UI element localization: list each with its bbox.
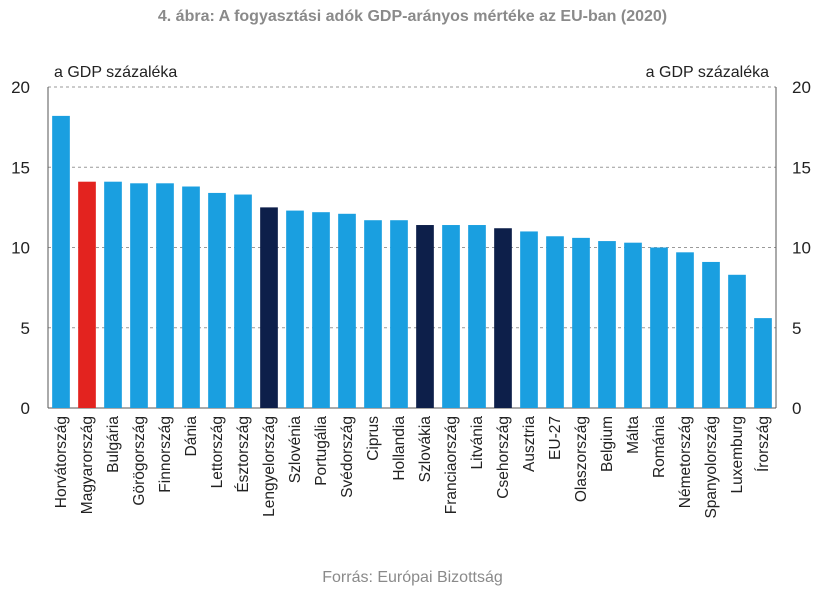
y-tick-label-right: 20 — [792, 78, 811, 97]
x-category-label: Románia — [651, 416, 668, 478]
right-axis-unit-label: a GDP százaléka — [645, 64, 769, 81]
y-tick-label-right: 15 — [792, 158, 811, 177]
bar — [338, 213, 356, 408]
x-category-label: Hollandia — [391, 416, 408, 481]
bar — [260, 207, 278, 408]
bar — [416, 225, 434, 408]
x-category-label: Litvánia — [469, 416, 486, 470]
bar — [520, 231, 538, 408]
x-category-label: Svédország — [339, 416, 356, 498]
x-category-label: Ausztria — [521, 416, 538, 472]
x-category-label: Szlovénia — [287, 416, 304, 484]
x-category-label: Spanyolország — [703, 416, 720, 519]
bar — [286, 210, 304, 408]
x-category-label: Magyarország — [79, 416, 96, 514]
bar — [624, 242, 642, 408]
x-category-label: Málta — [625, 416, 642, 454]
bar — [104, 181, 122, 408]
bar — [130, 183, 148, 408]
bar — [546, 236, 564, 408]
x-category-label: EU-27 — [547, 416, 564, 460]
bar — [754, 318, 772, 408]
bar — [572, 237, 590, 408]
bar — [364, 220, 382, 408]
x-category-label: Portugália — [313, 416, 330, 486]
x-category-label: Franciaország — [443, 416, 460, 514]
bar — [52, 115, 70, 408]
x-category-label: Olaszország — [573, 416, 590, 502]
y-tick-label-left: 20 — [11, 78, 30, 97]
bar — [728, 274, 746, 408]
source-note: Forrás: Európai Bizottság — [322, 569, 503, 586]
x-category-label: Észtország — [235, 416, 252, 493]
x-category-label: Ciprus — [365, 416, 382, 461]
y-tick-label-left: 5 — [21, 319, 30, 338]
left-axis-unit-label: a GDP százaléka — [54, 64, 178, 81]
y-tick-label-left: 10 — [11, 239, 30, 258]
bar — [234, 194, 252, 408]
x-category-label: Bulgária — [105, 416, 122, 473]
bar — [494, 228, 512, 408]
y-tick-label-left: 15 — [11, 158, 30, 177]
x-category-label: Lettország — [209, 416, 226, 488]
x-category-label: Belgium — [599, 416, 616, 472]
y-tick-label-right: 10 — [792, 239, 811, 258]
bar — [442, 225, 460, 408]
chart-title: 4. ábra: A fogyasztási adók GDP-arányos … — [157, 8, 668, 25]
bar — [702, 261, 720, 408]
bar — [208, 192, 226, 408]
x-category-label: Dánia — [183, 416, 200, 457]
y-tick-label-left: 0 — [21, 399, 30, 418]
x-category-label: Lengyelország — [261, 416, 278, 517]
bar — [650, 247, 668, 408]
x-category-label: Luxemburg — [729, 416, 746, 494]
bar — [676, 252, 694, 408]
bar — [468, 225, 486, 408]
y-tick-label-right: 5 — [792, 319, 801, 338]
y-tick-label-right: 0 — [792, 399, 801, 418]
x-category-label: Horvátország — [53, 416, 70, 508]
bar — [78, 181, 96, 408]
bar — [312, 212, 330, 408]
bar — [390, 220, 408, 408]
x-category-label: Írország — [755, 416, 772, 472]
x-category-label: Szlovákia — [417, 416, 434, 483]
bar — [598, 241, 616, 408]
x-category-label: Görögország — [131, 416, 148, 506]
x-category-label: Németország — [677, 416, 694, 508]
bar — [182, 186, 200, 408]
bar — [156, 183, 174, 408]
x-category-label: Csehország — [495, 416, 512, 499]
x-category-label: Finnország — [157, 416, 174, 493]
